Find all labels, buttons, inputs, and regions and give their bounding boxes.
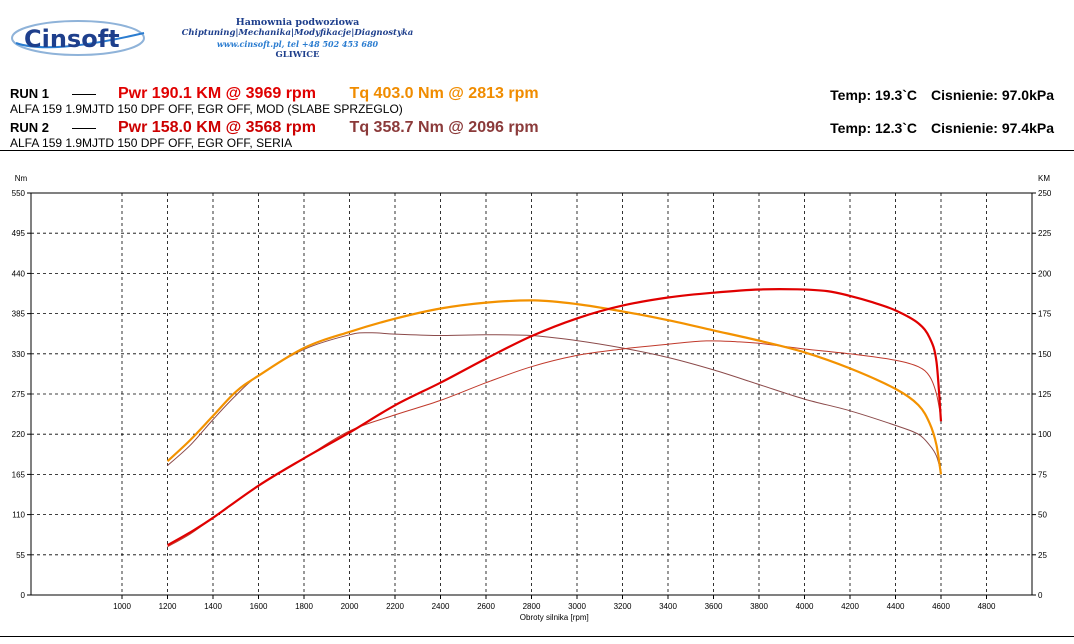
run-1-description: ALFA 159 1.9MJTD 150 DPF OFF, EGR OFF, M… [10,102,403,116]
company-line-2: Chiptuning|Mechanika|Modyfikacje|Diagnos… [181,28,414,38]
x-tick-label: 2600 [477,602,495,611]
run-2-torque: Tq 358.7 Nm @ 2096 rpm [349,119,539,136]
company-line-1: Hamownia podwoziowa [235,17,360,28]
y-right-tick-label: 150 [1038,350,1052,359]
x-tick-label: 3200 [614,602,632,611]
x-tick-label: 2200 [386,602,404,611]
run-2-power: Pwr 158.0 KM @ 3568 rpm [118,119,316,136]
y-left-tick-label: 220 [12,430,26,439]
run-2-summary: RUN 2 Pwr 158.0 KM @ 3568 rpm Tq 358.7 Nm… [10,119,539,137]
company-info: Hamownia podwoziowa Chiptuning|Mechanika… [160,17,435,61]
x-tick-label: 3400 [659,602,677,611]
run-1-label: RUN 1 [10,86,50,101]
run-1-summary: RUN 1 Pwr 190.1 KM @ 3969 rpm Tq 403.0 Nm… [10,85,539,103]
y-right-tick-label: 100 [1038,430,1052,439]
run-1-power: Pwr 190.1 KM @ 3969 rpm [118,85,316,102]
y-left-tick-label: 495 [12,229,26,238]
run-2-conditions: Temp: 12.3`C Cisnienie: 97.4kPa [816,120,1054,136]
x-tick-label: 3000 [568,602,586,611]
x-tick-label: 1800 [295,602,313,611]
run-2-pressure: Cisnienie: 97.4kPa [931,120,1054,136]
y-right-tick-label: 250 [1038,189,1052,198]
x-tick-label: 1200 [159,602,177,611]
x-tick-label: 4400 [887,602,905,611]
footer-separator [0,636,1074,637]
x-axis-label: Obroty silnika [rpm] [520,613,589,622]
x-tick-label: 2800 [523,602,541,611]
header-separator [0,150,1074,151]
x-tick-label: 4600 [932,602,950,611]
x-tick-label: 2400 [432,602,450,611]
y-left-tick-label: 165 [12,470,26,479]
x-tick-label: 1600 [250,602,268,611]
run-2-temp: Temp: 12.3`C [830,120,918,136]
series-line-run-1-pwr [166,288,943,547]
run-1-line-sample [72,94,96,96]
y-left-tick-label: 550 [12,189,26,198]
dyno-chart: 1000 1200 1400 1600 1800 2000 2200 2400 2600 2800… [12,174,1052,622]
x-tick-label: 1400 [204,602,222,611]
run-1-temp: Temp: 19.3`C [830,87,918,103]
y-right-tick-label: 200 [1038,269,1052,278]
run-2-description: ALFA 159 1.9MJTD 150 DPF OFF, EGR OFF, S… [10,136,293,150]
y-right-tick-label: 25 [1038,551,1047,560]
run-1-conditions: Temp: 19.3`C Cisnienie: 97.0kPa [816,87,1054,103]
company-line-4: GLIWICE [275,50,320,60]
x-tick-label: 2000 [341,602,359,611]
x-tick-label: 3600 [705,602,723,611]
y-left-tick-label: 0 [21,591,26,600]
y-right-tick-label: 50 [1038,511,1047,520]
series-line-run-1-tq [166,299,943,475]
x-tick-label: 1000 [113,602,131,611]
y-right-tick-label: 0 [1038,591,1043,600]
company-line-3: www.cinsoft.pl, tel +48 502 453 680 [216,39,379,49]
x-tick-label: 3800 [750,602,768,611]
run-1-pressure: Cisnienie: 97.0kPa [931,87,1054,103]
run-2-line-sample [72,128,96,130]
y-left-tick-label: 440 [12,269,26,278]
run-2-label: RUN 2 [10,120,50,135]
x-tick-label: 4000 [796,602,814,611]
y-right-tick-label: 75 [1038,470,1047,479]
logo-text: Cinsoft [24,25,120,53]
y-left-axis-label: Nm [15,174,28,183]
y-left-tick-label: 55 [16,551,25,560]
y-right-axis-label: KM [1038,174,1050,183]
series-line-run-2-pwr [167,340,942,548]
y-left-tick-label: 275 [12,390,26,399]
y-left-tick-label: 330 [12,350,26,359]
y-left-tick-label: 385 [12,310,26,319]
y-left-tick-label: 110 [12,511,25,520]
run-1-torque: Tq 403.0 Nm @ 2813 rpm [349,85,539,102]
report-header: Cinsoft Hamownia podwoziowa Chiptuning|M… [0,0,1074,80]
y-right-tick-label: 125 [1038,390,1052,399]
y-right-tick-label: 175 [1038,310,1052,319]
cinsoft-logo: Cinsoft [11,20,145,56]
x-tick-label: 4800 [978,602,996,611]
y-right-tick-label: 225 [1038,229,1052,238]
x-tick-label: 4200 [841,602,859,611]
